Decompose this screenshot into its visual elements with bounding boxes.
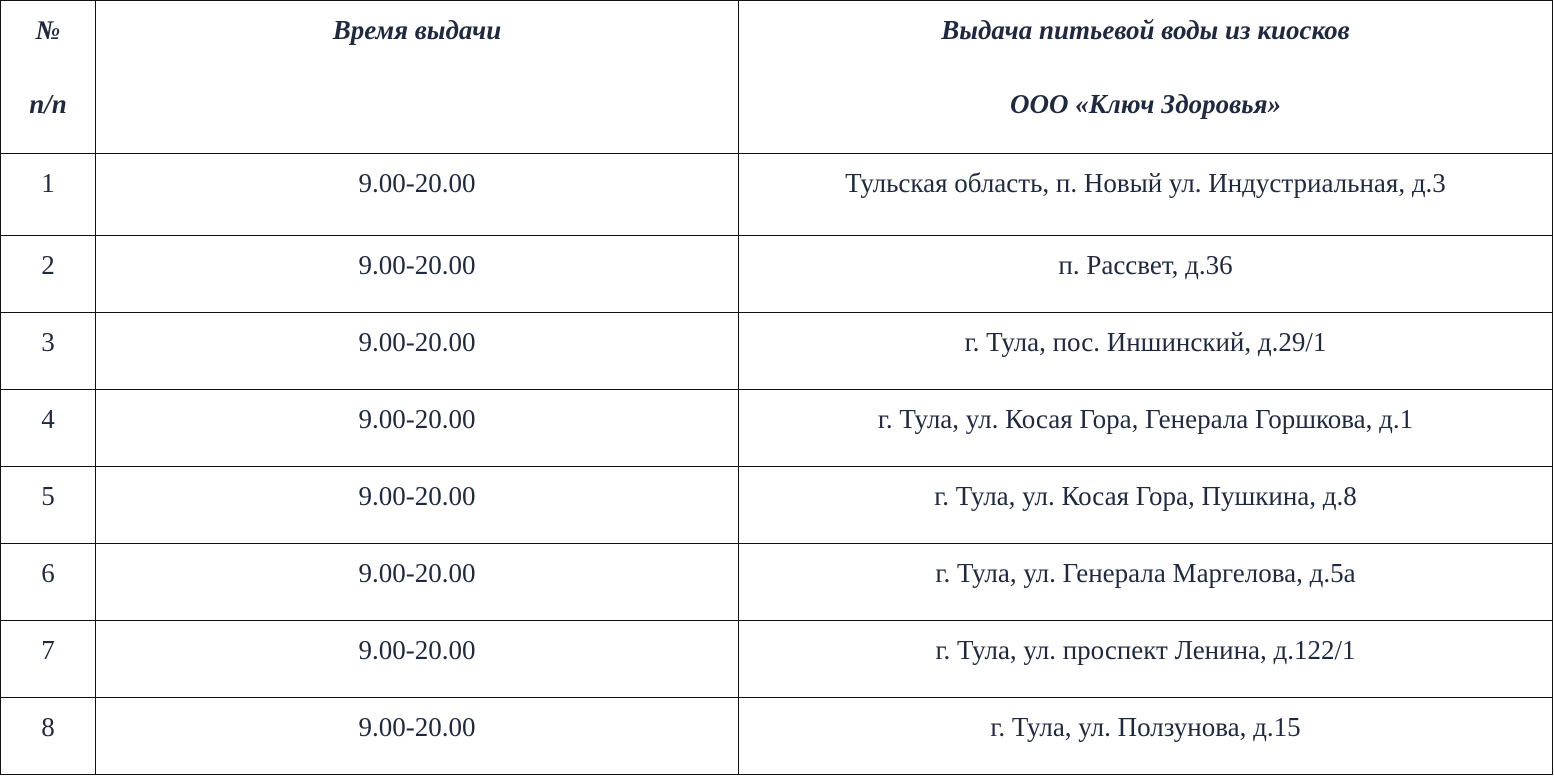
cell-address-text: г. Тула, ул. проспект Ленина, д.122/1 (935, 635, 1356, 665)
cell-time: 9.00-20.00 (95, 543, 739, 621)
cell-time-text: 9.00-20.00 (358, 558, 476, 588)
cell-address-text: г. Тула, ул. Косая Гора, Пушкина, д.8 (934, 481, 1357, 511)
cell-time-text: 9.00-20.00 (358, 712, 476, 742)
cell-time-text: 9.00-20.00 (358, 327, 476, 357)
header-number-line2: п/п (29, 89, 67, 119)
table-row: 8 9.00-20.00 г. Тула, ул. Ползунова, д.15 (0, 697, 1553, 775)
table-row: 1 9.00-20.00 Тульская область, п. Новый ул… (0, 153, 1553, 236)
cell-time-text: 9.00-20.00 (358, 635, 476, 665)
cell-address: г. Тула, ул. Ползунова, д.15 (738, 697, 1553, 775)
header-time-label: Время выдачи (332, 15, 502, 45)
table-row: 3 9.00-20.00 г. Тула, пос. Иншинский, д.29… (0, 312, 1553, 390)
header-row: № п/п Время выдачи Выдача питьевой воды … (0, 0, 1553, 154)
cell-address: Тульская область, п. Новый ул. Индустриа… (738, 153, 1553, 236)
cell-time: 9.00-20.00 (95, 466, 739, 544)
cell-address-text: г. Тула, ул. Генерала Маргелова, д.5а (935, 558, 1356, 588)
cell-address: г. Тула, пос. Иншинский, д.29/1 (738, 312, 1553, 390)
table-row: 6 9.00-20.00 г. Тула, ул. Генерала Маргело… (0, 543, 1553, 621)
cell-time: 9.00-20.00 (95, 312, 739, 390)
cell-num-text: 3 (41, 327, 55, 357)
cell-time: 9.00-20.00 (95, 235, 739, 313)
cell-time: 9.00-20.00 (95, 389, 739, 467)
cell-num-text: 1 (41, 168, 55, 198)
cell-num: 3 (0, 312, 96, 390)
cell-num-text: 4 (41, 404, 55, 434)
header-place-line2: ООО «Ключ Здоровья» (1010, 89, 1281, 119)
cell-num: 6 (0, 543, 96, 621)
cell-time-text: 9.00-20.00 (358, 481, 476, 511)
cell-num-text: 6 (41, 558, 55, 588)
cell-time-text: 9.00-20.00 (358, 404, 476, 434)
header-place-line1: Выдача питьевой воды из киосков (941, 15, 1350, 45)
cell-time: 9.00-20.00 (95, 153, 739, 236)
cell-address: г. Тула, ул. Косая Гора, Пушкина, д.8 (738, 466, 1553, 544)
cell-time: 9.00-20.00 (95, 620, 739, 698)
cell-num: 1 (0, 153, 96, 236)
header-number: № п/п (0, 0, 96, 154)
cell-num: 7 (0, 620, 96, 698)
cell-address: г. Тула, ул. Косая Гора, Генерала Горшко… (738, 389, 1553, 467)
cell-time-text: 9.00-20.00 (358, 168, 476, 198)
cell-address-text: г. Тула, ул. Косая Гора, Генерала Горшко… (877, 404, 1414, 434)
cell-time: 9.00-20.00 (95, 697, 739, 775)
cell-address-text: г. Тула, ул. Ползунова, д.15 (990, 712, 1301, 742)
cell-num: 2 (0, 235, 96, 313)
cell-num: 5 (0, 466, 96, 544)
table-row: 4 9.00-20.00 г. Тула, ул. Косая Гора, Гене… (0, 389, 1553, 467)
table-row: 7 9.00-20.00 г. Тула, ул. проспект Ленина,… (0, 620, 1553, 698)
table-row: 2 9.00-20.00 п. Рассвет, д.36 (0, 235, 1553, 313)
cell-num: 8 (0, 697, 96, 775)
cell-address: г. Тула, ул. Генерала Маргелова, д.5а (738, 543, 1553, 621)
cell-address: п. Рассвет, д.36 (738, 235, 1553, 313)
header-place: Выдача питьевой воды из киосков ООО «Клю… (738, 0, 1553, 154)
header-time: Время выдачи (95, 0, 739, 154)
cell-address-text: п. Рассвет, д.36 (1058, 250, 1233, 280)
cell-num-text: 2 (41, 250, 55, 280)
table-row: 5 9.00-20.00 г. Тула, ул. Косая Гора, Пушк… (0, 466, 1553, 544)
cell-num-text: 7 (41, 635, 55, 665)
cell-num-text: 5 (41, 481, 55, 511)
cell-num-text: 8 (41, 712, 55, 742)
cell-time-text: 9.00-20.00 (358, 250, 476, 280)
header-number-line1: № (35, 15, 61, 45)
cell-address-text: Тульская область, п. Новый ул. Индустриа… (845, 168, 1446, 198)
cell-address: г. Тула, ул. проспект Ленина, д.122/1 (738, 620, 1553, 698)
cell-num: 4 (0, 389, 96, 467)
cell-address-text: г. Тула, пос. Иншинский, д.29/1 (964, 327, 1327, 357)
